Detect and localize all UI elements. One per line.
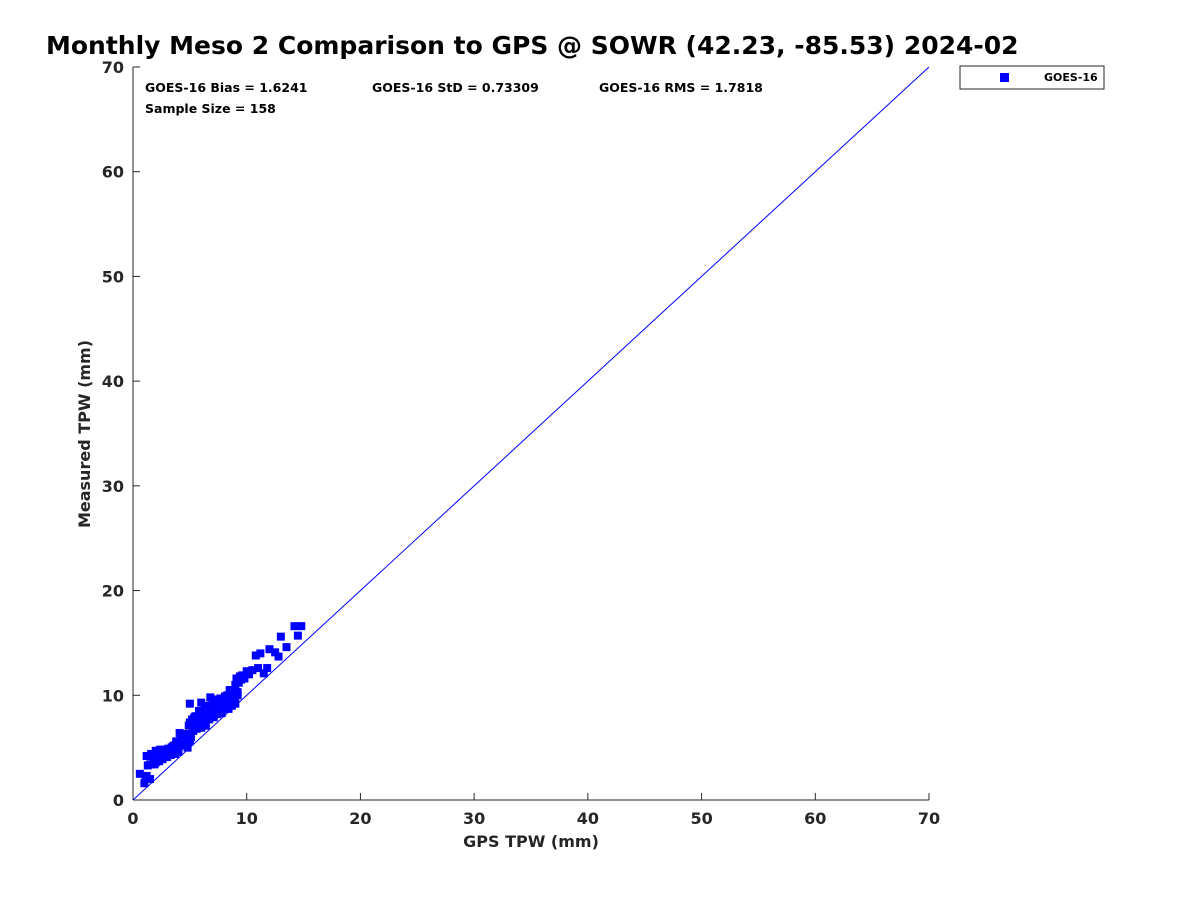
data-point [254, 664, 263, 673]
data-point [172, 740, 181, 749]
data-point [197, 698, 206, 707]
data-point [208, 695, 217, 704]
y-tick-label: 60 [102, 163, 124, 182]
legend-box [959, 65, 1105, 90]
rms-stat: GOES-16 RMS = 1.7818 [599, 80, 763, 95]
data-point [206, 706, 215, 715]
data-point [185, 699, 194, 708]
bias-stat: GOES-16 Bias = 1.6241 [145, 80, 307, 95]
data-point [194, 714, 203, 723]
data-point [231, 699, 240, 708]
y-tick-label: 70 [102, 58, 124, 77]
data-point [185, 737, 194, 746]
one-to-one-reference-line [132, 66, 930, 801]
data-point [233, 688, 242, 697]
data-point [276, 632, 285, 641]
data-point [259, 669, 268, 678]
legend-label: GOES-16 [1044, 71, 1098, 84]
legend: GOES-16 [959, 65, 1105, 90]
x-tick-label: 10 [236, 809, 258, 828]
data-point [199, 714, 208, 723]
data-point [256, 649, 265, 658]
data-point [183, 743, 192, 752]
y-tick-label: 0 [113, 791, 124, 810]
data-point [160, 749, 169, 758]
y-tick-label: 50 [102, 267, 124, 286]
data-point [213, 710, 222, 719]
data-point [219, 701, 228, 710]
y-tick-label: 20 [102, 582, 124, 601]
x-tick-label: 30 [463, 809, 485, 828]
data-point [282, 643, 291, 652]
data-point [265, 645, 274, 654]
data-point [225, 697, 234, 706]
data-point [192, 720, 201, 729]
data-point [224, 701, 233, 710]
chart-title: Monthly Meso 2 Comparison to GPS @ SOWR … [46, 31, 1019, 60]
x-tick-label: 20 [349, 809, 371, 828]
data-point [142, 752, 151, 761]
x-axis-label: GPS TPW (mm) [463, 832, 599, 851]
data-point [251, 651, 260, 660]
std-stat: GOES-16 StD = 0.73309 [372, 80, 539, 95]
data-point [147, 749, 156, 758]
y-tick-label: 40 [102, 372, 124, 391]
data-point [226, 693, 235, 702]
plot-area: 0 10 20 30 40 50 60 70 0 10 20 30 40 50 60 70 [102, 58, 940, 828]
data-point [154, 755, 163, 764]
data-point [215, 700, 224, 709]
data-point [217, 709, 226, 718]
x-tick-label: 70 [918, 809, 940, 828]
data-point [297, 622, 306, 631]
data-point [140, 779, 149, 788]
x-tick-label: 0 [127, 809, 138, 828]
data-point [197, 719, 206, 728]
x-tick-label: 60 [804, 809, 826, 828]
data-point [156, 745, 165, 754]
data-point [204, 712, 213, 721]
data-point [149, 759, 158, 768]
data-points [135, 622, 306, 788]
data-point [142, 771, 151, 780]
data-point [263, 664, 272, 673]
data-point [165, 749, 174, 758]
data-point [210, 702, 219, 711]
data-point [248, 666, 257, 675]
axis-ticks: 0 10 20 30 40 50 60 70 0 10 20 30 40 50 60 70 [102, 58, 940, 828]
legend-marker [1000, 73, 1009, 82]
data-point [240, 671, 249, 680]
data-point [290, 622, 299, 631]
data-point [176, 731, 185, 740]
data-point [174, 747, 183, 756]
data-point [181, 735, 190, 744]
data-point [201, 718, 210, 727]
x-tick-label: 40 [577, 809, 599, 828]
y-tick-label: 30 [102, 477, 124, 496]
y-axis-label: Measured TPW (mm) [75, 340, 94, 528]
data-point [244, 670, 253, 679]
data-point [293, 631, 302, 640]
y-tick-label: 10 [102, 686, 124, 705]
data-point [271, 648, 280, 657]
sample-size-stat: Sample Size = 158 [145, 101, 276, 116]
x-tick-label: 50 [690, 809, 712, 828]
data-point [202, 701, 211, 710]
data-point [219, 696, 228, 705]
data-point [135, 769, 144, 778]
data-point [274, 652, 283, 661]
data-point [179, 741, 188, 750]
data-point [169, 746, 178, 755]
data-point [197, 723, 206, 732]
